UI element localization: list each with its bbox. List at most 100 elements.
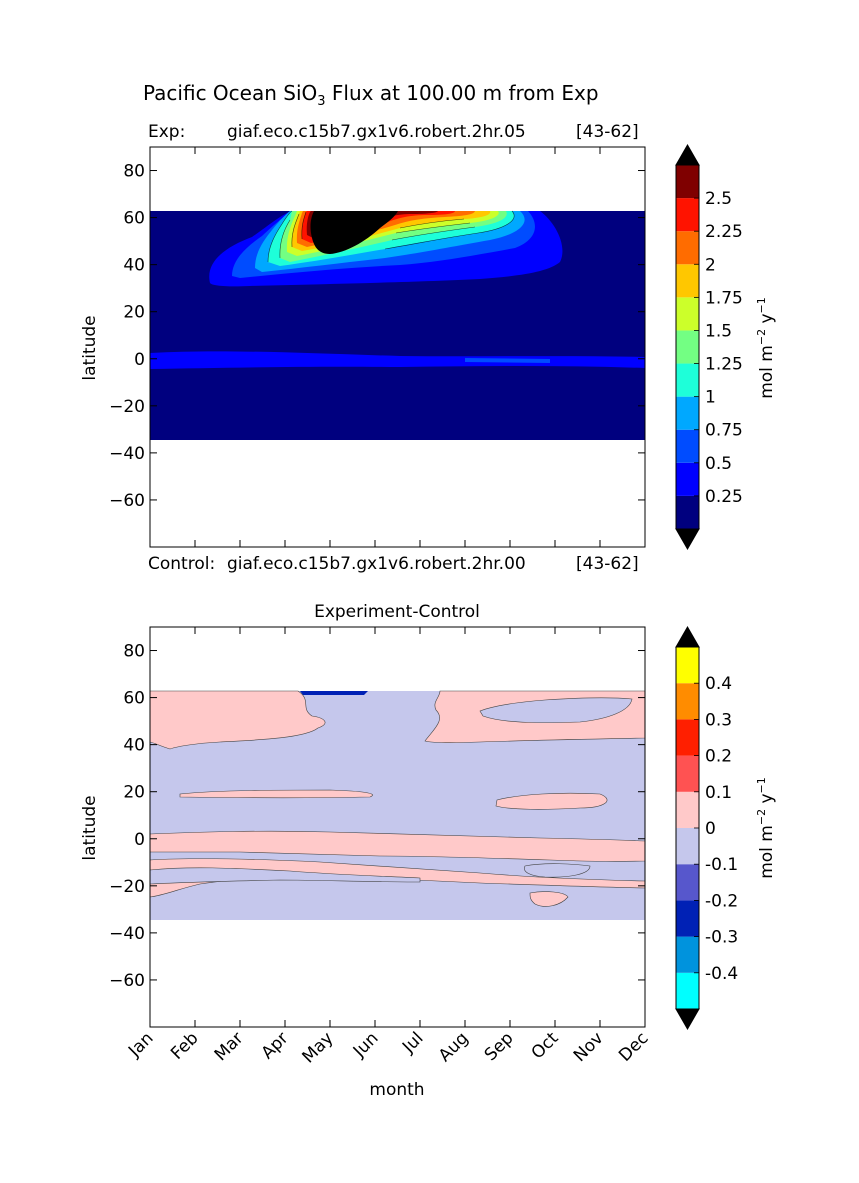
bottom-colorbar-tick-label: 0.4 (705, 674, 732, 694)
bottom-colorbar-tick-label: -0.4 (705, 964, 738, 984)
month-label: Sep (481, 1028, 518, 1065)
exp-years: [43-62] (576, 122, 639, 142)
bottom-blue-spot (300, 691, 368, 695)
bottom-colorbar-label: mol m−2 y−1 (755, 777, 777, 879)
top-plot-frame (149, 146, 646, 548)
bottom-ytick-label: 60 (123, 689, 145, 709)
bottom-ylabel: latitude (80, 795, 100, 860)
bottom-pink-equator (150, 830, 645, 862)
top-colorbar-under-arrow (675, 528, 700, 551)
top-colorbar-segment (676, 330, 699, 364)
top-colorbar-segment (676, 165, 699, 199)
bottom-title: Experiment-Control (314, 602, 480, 622)
bottom-colorbar-segment (676, 828, 699, 865)
top-ytick-label: 80 (123, 162, 145, 182)
top-colorbar-segment (676, 429, 699, 463)
top-colorbar-tick-label: 2 (705, 255, 716, 275)
bottom-colorbar: 0.4 0.3 0.2 0.1 0 -0.1 -0.2 -0.3 -0.4 (675, 625, 738, 1031)
top-colorbar-tick-label: 1 (705, 388, 716, 408)
top-colorbar-tick-label: 2.5 (705, 189, 732, 209)
month-label: Jan (124, 1028, 157, 1061)
bottom-colorbar-segment (676, 647, 699, 684)
month-label: Jul (398, 1028, 427, 1057)
bottom-ytick-label: −60 (109, 971, 145, 991)
top-ytick-label: −40 (109, 444, 145, 464)
bottom-pink-north-west (150, 690, 326, 750)
month-label: Apr (258, 1028, 293, 1063)
bottom-colorbar-over-arrow (675, 625, 700, 648)
month-label: Mar (211, 1028, 248, 1065)
bottom-ytick-label: −20 (109, 877, 145, 897)
top-ytick-label: −20 (109, 397, 145, 417)
bottom-colorbar-tick-label: 0.3 (705, 710, 732, 730)
top-contour-field (150, 210, 645, 440)
bottom-xlabel: month (369, 1080, 424, 1100)
top-colorbar-over-arrow (675, 143, 700, 166)
figure-title: Pacific Ocean SiO3 Flux at 100.00 m from… (143, 81, 599, 109)
bottom-y-axis: 80 60 40 20 0 −20 −40 −60 (109, 642, 645, 991)
top-contour-lines (267, 210, 515, 263)
bottom-colorbar-segment (676, 755, 699, 792)
bottom-colorbar-segment (676, 972, 699, 1009)
top-colorbar-segment (676, 396, 699, 430)
bottom-plot-frame (149, 626, 646, 1028)
top-equatorial-core (465, 358, 550, 363)
bottom-ytick-label: 0 (134, 830, 145, 850)
month-label: Feb (167, 1028, 202, 1063)
top-colorbar-tick-label: 0.25 (705, 487, 743, 507)
top-colorbar-segment (676, 198, 699, 232)
bottom-pink-20n-east (495, 792, 608, 810)
bottom-colorbar-segment (676, 791, 699, 828)
month-label: Dec (615, 1028, 652, 1065)
top-contour-max (310, 211, 398, 254)
top-x-ticks (149, 147, 646, 547)
bottom-ytick-label: 20 (123, 783, 145, 803)
top-colorbar-segment (676, 297, 699, 331)
bottom-lavender-south-pocket (150, 867, 421, 885)
top-colorbar-segment (676, 363, 699, 397)
bottom-lavender-south-east (524, 863, 591, 878)
bottom-colorbar-segment (676, 864, 699, 901)
bottom-ytick-label: −40 (109, 924, 145, 944)
top-colorbar-segment (676, 231, 699, 265)
month-label: Oct (528, 1028, 563, 1063)
bottom-ytick-label: 40 (123, 736, 145, 756)
bottom-colorbar-tick-label: 0.2 (705, 747, 732, 767)
bottom-colorbar-segment (676, 936, 699, 973)
exp-label: Exp: (148, 122, 185, 142)
bottom-colorbar-segment (676, 683, 699, 720)
top-ytick-label: 20 (123, 303, 145, 323)
bottom-colorbar-under-arrow (675, 1008, 700, 1031)
bottom-colorbar-segment (676, 719, 699, 756)
top-colorbar-tick-label: 1.5 (705, 321, 732, 341)
top-colorbar-label: mol m−2 y−1 (755, 297, 777, 399)
top-colorbar-segment (676, 462, 699, 496)
bottom-colorbar-tick-label: 0.1 (705, 783, 732, 803)
top-colorbar-frame (675, 164, 700, 530)
exp-run: giaf.eco.c15b7.gx1v6.robert.2hr.05 (227, 122, 526, 142)
bottom-colorbar-tick-label: -0.1 (705, 855, 738, 875)
bottom-colorbar-segment (676, 900, 699, 937)
top-ytick-label: −60 (109, 491, 145, 511)
top-ytick-label: 0 (134, 350, 145, 370)
top-ytick-label: 40 (123, 256, 145, 276)
control-years: [43-62] (576, 554, 639, 574)
top-colorbar: 0.25 0.5 0.75 1 1.25 1.5 1.75 2 2.25 2.5 (675, 143, 743, 551)
month-label: Jun (349, 1028, 383, 1062)
bottom-contour-field (150, 690, 645, 920)
top-colorbar-tick-label: 1.75 (705, 288, 743, 308)
top-ylabel: latitude (80, 315, 100, 380)
bottom-colorbar-tick-label: -0.2 (705, 891, 738, 911)
month-label: Nov (570, 1028, 608, 1066)
month-label: May (299, 1028, 338, 1067)
top-colorbar-tick-label: 0.75 (705, 421, 743, 441)
top-colorbar-tick-label: 2.25 (705, 222, 743, 242)
month-label: Aug (435, 1028, 473, 1066)
bottom-pink-20n-band (179, 789, 373, 799)
bottom-colorbar-tick-label: -0.3 (705, 928, 738, 948)
top-colorbar-segment (676, 495, 699, 529)
top-colorbar-segment (676, 264, 699, 298)
control-label: Control: (148, 554, 215, 574)
bottom-ytick-label: 80 (123, 642, 145, 662)
